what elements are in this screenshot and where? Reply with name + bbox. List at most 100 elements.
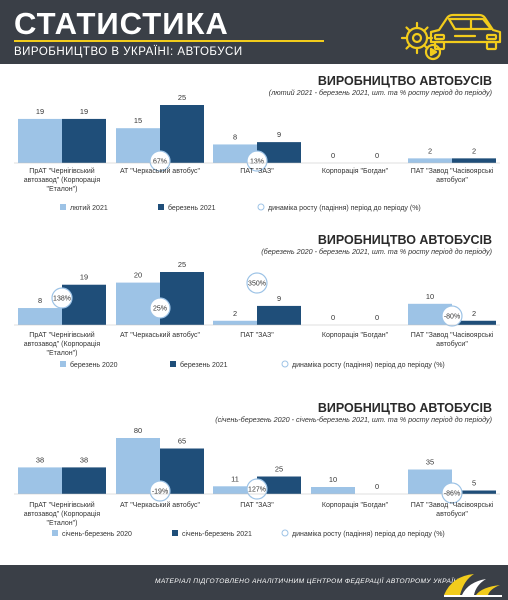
data-label: 0	[375, 151, 379, 160]
data-label: 38	[80, 455, 88, 464]
page-subtitle: ВИРОБНИЦТВО В УКРАЇНІ: АВТОБУСИ	[14, 46, 243, 58]
bar	[452, 158, 496, 163]
growth-circle	[149, 480, 171, 502]
footer-credit: МАТЕРІАЛ ПІДГОТОВЛЕНО АНАЛІТИЧНИМ ЦЕНТРО…	[155, 578, 464, 585]
legend-label: березень 2020	[70, 361, 118, 369]
data-label: 0	[375, 313, 379, 322]
data-label: 25	[178, 260, 186, 269]
page-header: СТАТИСТИКА ВИРОБНИЦТВО В УКРАЇНІ: АВТОБУ…	[0, 0, 508, 64]
legend-swatch	[52, 530, 58, 536]
legend-label: динаміка росту (падіння) період до періо…	[268, 204, 421, 212]
legend-label: динаміка росту (падіння) період до періо…	[292, 530, 445, 538]
growth-circle	[149, 297, 171, 319]
bar	[213, 486, 257, 494]
growth-circle	[246, 150, 268, 172]
data-label: 8	[233, 132, 237, 141]
data-label: 11	[231, 474, 239, 483]
category-label: Корпорація "Богдан"	[322, 167, 389, 175]
federation-logo-icon	[444, 574, 502, 597]
chart-subtitle: (лютий 2021 - березень 2021, шт. та % ро…	[269, 88, 492, 97]
bus-production-chart-mar-2020-2021: ВИРОБНИЦТВО АВТОБУСІВ(березень 2020 - бе…	[14, 233, 500, 369]
bar	[452, 320, 496, 325]
category-label: Корпорація "Богдан"	[322, 501, 389, 509]
category-label: автобуси"	[436, 510, 468, 518]
legend-label: березень 2021	[168, 204, 216, 212]
growth-circle	[149, 150, 171, 172]
category-label: "Еталон")	[47, 350, 78, 357]
category-label: автобуси"	[436, 176, 468, 184]
bus-production-chart-q1-2020-2021: ВИРОБНИЦТВО АВТОБУСІВ(січень-березень 20…	[14, 401, 500, 538]
chart-title: ВИРОБНИЦТВО АВТОБУСІВ	[318, 401, 492, 415]
category-label: ПАТ "Завод "Часівоярські	[411, 501, 494, 509]
car-gear-icon	[400, 13, 502, 61]
legend-swatch	[170, 361, 176, 367]
legend-circle	[281, 360, 289, 368]
category-label: ПАТ "ЗАЗ"	[240, 168, 274, 175]
data-label: 9	[277, 294, 281, 303]
data-label: 2	[233, 309, 237, 318]
legend-circle	[257, 203, 265, 211]
bar	[62, 118, 106, 163]
data-label: 20	[134, 271, 142, 280]
legend-swatch	[60, 204, 66, 210]
category-label: ПАТ "Завод "Часівоярські	[411, 331, 494, 339]
data-label: 19	[80, 273, 88, 282]
category-label: ПрАТ "Чернігівський	[29, 331, 94, 339]
bar	[62, 467, 106, 494]
data-label: 10	[426, 292, 434, 301]
bar	[452, 490, 496, 494]
data-label: 2	[472, 146, 476, 155]
chart-title: ВИРОБНИЦТВО АВТОБУСІВ	[318, 233, 492, 247]
growth-circle	[441, 305, 463, 327]
bar	[257, 476, 301, 494]
data-label: 10	[329, 475, 337, 484]
legend-swatch	[158, 204, 164, 210]
data-label: 5	[472, 479, 476, 488]
category-label: АТ "Черкаський автобус"	[120, 501, 201, 509]
growth-label: 25%	[153, 306, 167, 313]
growth-label: -19%	[152, 489, 168, 496]
title-underline	[14, 40, 324, 42]
category-label: Корпорація "Богдан"	[322, 331, 389, 339]
bar	[213, 144, 257, 163]
data-label: 25	[178, 93, 186, 102]
growth-circle	[51, 287, 73, 309]
chart-title: ВИРОБНИЦТВО АВТОБУСІВ	[318, 74, 492, 88]
growth-circle	[246, 272, 268, 294]
category-label: автобуси"	[436, 340, 468, 348]
category-label: автозавод" (Корпорація	[24, 176, 101, 184]
data-label: 0	[375, 482, 379, 491]
bar	[213, 320, 257, 325]
page-title: СТАТИСТИКА	[14, 6, 229, 41]
category-label: ПАТ "ЗАЗ"	[240, 332, 274, 339]
data-label: 9	[277, 130, 281, 139]
bar	[408, 303, 452, 325]
category-label: ПрАТ "Чернігівський	[29, 501, 94, 509]
bar	[160, 272, 204, 325]
data-label: 25	[275, 465, 283, 474]
bus-production-chart-feb-mar-2021: ВИРОБНИЦТВО АВТОБУСІВ(лютий 2021 - берез…	[14, 74, 500, 212]
chart-subtitle: (січень-березень 2020 - січень-березень …	[215, 415, 492, 424]
data-label: 19	[36, 107, 44, 116]
data-label: 80	[134, 426, 142, 435]
chart-subtitle: (березень 2020 - березень 2021, шт. та %…	[261, 247, 492, 256]
category-label: автозавод" (Корпорація	[24, 340, 101, 348]
category-label: ПАТ "Завод "Часівоярські	[411, 167, 494, 175]
data-label: 0	[331, 313, 335, 322]
bar	[311, 487, 355, 494]
growth-label: 350%	[248, 281, 266, 288]
bar	[18, 467, 62, 494]
bar	[18, 308, 62, 325]
category-label: АТ "Черкаський автобус"	[120, 331, 201, 339]
page-footer: МАТЕРІАЛ ПІДГОТОВЛЕНО АНАЛІТИЧНИМ ЦЕНТРО…	[0, 565, 508, 600]
growth-label: 67%	[153, 159, 167, 166]
bar	[257, 305, 301, 325]
legend-label: лютий 2021	[70, 204, 108, 212]
data-label: 2	[472, 309, 476, 318]
bar	[18, 118, 62, 163]
growth-label: -80%	[444, 314, 460, 321]
legend-label: динаміка росту (падіння) період до періо…	[292, 361, 445, 369]
data-label: 0	[331, 151, 335, 160]
growth-label: 127%	[248, 487, 266, 494]
category-label: автозавод" (Корпорація	[24, 510, 101, 518]
